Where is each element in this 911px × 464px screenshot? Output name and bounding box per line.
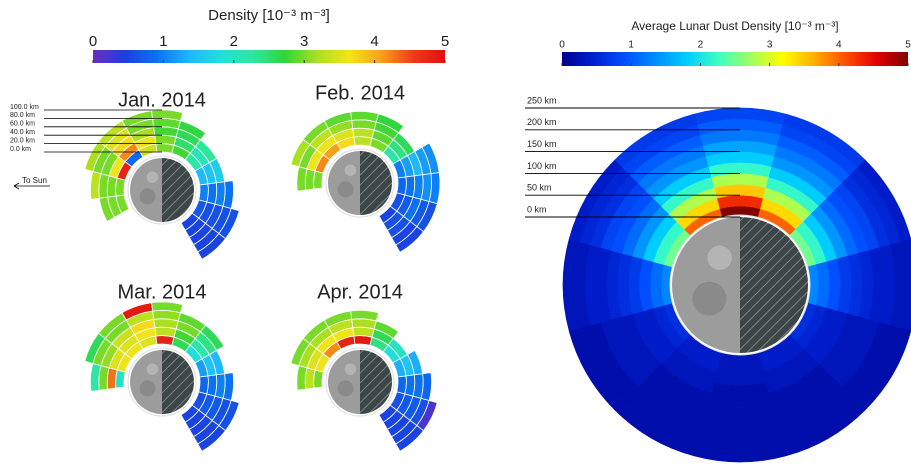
moon-nightside [162, 158, 194, 222]
density-cell [151, 301, 184, 314]
density-cell [313, 170, 324, 190]
moon-crater [692, 281, 727, 316]
sun-arrow-head [13, 182, 20, 190]
density-cell [396, 375, 407, 395]
density-cell [197, 233, 227, 260]
colorbar-tick-label: 5 [905, 40, 911, 51]
density-cell [115, 369, 126, 389]
moon-nightside [360, 151, 392, 215]
moon-crater [139, 380, 156, 397]
altitude-label: 100.0 km [10, 104, 39, 111]
colorbar-title: Average Lunar Dust Density [10⁻³ m⁻³] [631, 19, 838, 33]
moon-crater [337, 181, 354, 198]
panel-title: Mar. 2014 [118, 281, 207, 303]
colorbar-tick-label: 0 [559, 40, 565, 51]
density-cell [313, 369, 324, 389]
colorbar-title: Density [10⁻³ m⁻³] [208, 7, 330, 24]
colorbar-tick-label: 3 [300, 33, 308, 50]
density-cell [155, 335, 175, 346]
density-cell [395, 226, 425, 253]
density-cell [296, 166, 308, 192]
colorbar-tick-label: 4 [836, 40, 842, 51]
panel-title: Jan. 2014 [118, 89, 206, 111]
density-cell [395, 425, 425, 452]
colorbar-tick-label: 5 [441, 33, 449, 50]
moon-crater [344, 164, 357, 176]
density-cell [614, 113, 698, 168]
sun-label: To Sun [22, 176, 47, 185]
moon-crater [146, 171, 159, 183]
panel-title: Feb. 2014 [315, 82, 405, 104]
altitude-label: 40.0 km [10, 129, 35, 136]
altitude-label: 200 km [527, 117, 557, 127]
moon-nightside [360, 350, 392, 414]
colorbar-tick-label: 4 [370, 33, 378, 50]
altitude-label: 100 km [527, 161, 557, 171]
altitude-label: 20.0 km [10, 137, 35, 144]
moon-crater [146, 363, 159, 375]
moon-crater [707, 245, 732, 271]
density-cell [353, 136, 373, 147]
colorbar [562, 52, 908, 66]
moon-crater [139, 188, 156, 205]
colorbar-tick-label: 2 [230, 33, 238, 50]
altitude-label: 0 km [527, 204, 547, 214]
colorbar-tick-label: 1 [628, 40, 634, 51]
density-cell [198, 183, 209, 203]
density-cell [353, 335, 373, 346]
density-cell [296, 365, 308, 391]
altitude-label: 50 km [527, 183, 552, 193]
density-cell [198, 375, 209, 395]
moon-nightside [162, 350, 194, 414]
colorbar [93, 50, 445, 63]
panel-title: Apr. 2014 [317, 281, 403, 303]
moon-crater [337, 380, 354, 397]
altitude-label: 250 km [527, 95, 557, 105]
altitude-label: 80.0 km [10, 112, 35, 119]
moon-crater [344, 363, 357, 375]
altitude-label: 60.0 km [10, 121, 35, 128]
density-cell [396, 176, 407, 196]
density-cell [197, 425, 227, 452]
altitude-label: 150 km [527, 139, 557, 149]
colorbar-tick-label: 2 [698, 40, 704, 51]
colorbar-tick-label: 1 [159, 33, 167, 50]
density-cell [115, 177, 126, 197]
altitude-label: 0.0 km [10, 146, 31, 153]
colorbar-tick-label: 3 [767, 40, 773, 51]
moon-nightside [740, 217, 808, 353]
colorbar-tick-label: 0 [89, 33, 97, 50]
